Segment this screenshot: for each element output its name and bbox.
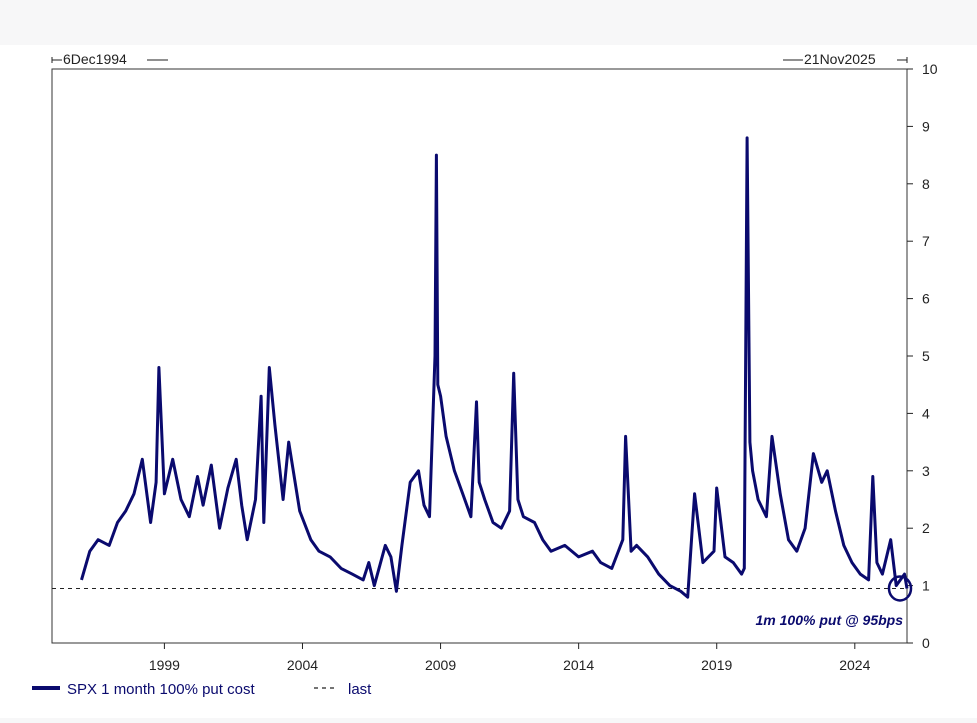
y-tick-label-5: 5 (922, 348, 930, 364)
y-tick-label-0: 0 (922, 635, 930, 651)
x-tick-label-1999: 1999 (149, 657, 180, 673)
last-value-circle-marker (887, 575, 913, 602)
start-date-label: 6Dec1994 (63, 51, 127, 67)
x-tick-label-2004: 2004 (287, 657, 318, 673)
series-line-spx-put-cost (80, 136, 909, 599)
plot-frame (51, 68, 908, 644)
x-tick-label-2019: 2019 (701, 657, 732, 673)
annotation-label: 1m 100% put @ 95bps (756, 612, 904, 628)
y-tick-label-8: 8 (922, 176, 930, 192)
y-tick-label-3: 3 (922, 463, 930, 479)
x-tick-label-2024: 2024 (839, 657, 870, 673)
y-tick-label-2: 2 (922, 520, 930, 536)
x-axis: 1999 2004 2009 2014 2019 2024 (149, 643, 871, 673)
legend-label-last: last (348, 681, 372, 698)
end-date-label: 21Nov2025 (804, 51, 876, 67)
y-axis: 0 1 2 3 4 5 6 7 8 9 10 (907, 61, 938, 651)
legend-label-series: SPX 1 month 100% put cost (67, 681, 255, 698)
y-tick-label-10: 10 (922, 61, 938, 77)
y-tick-label-1: 1 (922, 578, 930, 594)
y-tick-label-9: 9 (922, 118, 930, 134)
x-tick-label-2014: 2014 (563, 657, 594, 673)
y-tick-label-4: 4 (922, 405, 930, 421)
x-tick-label-2009: 2009 (425, 657, 456, 673)
y-tick-label-7: 7 (922, 233, 930, 249)
y-tick-label-6: 6 (922, 291, 930, 307)
